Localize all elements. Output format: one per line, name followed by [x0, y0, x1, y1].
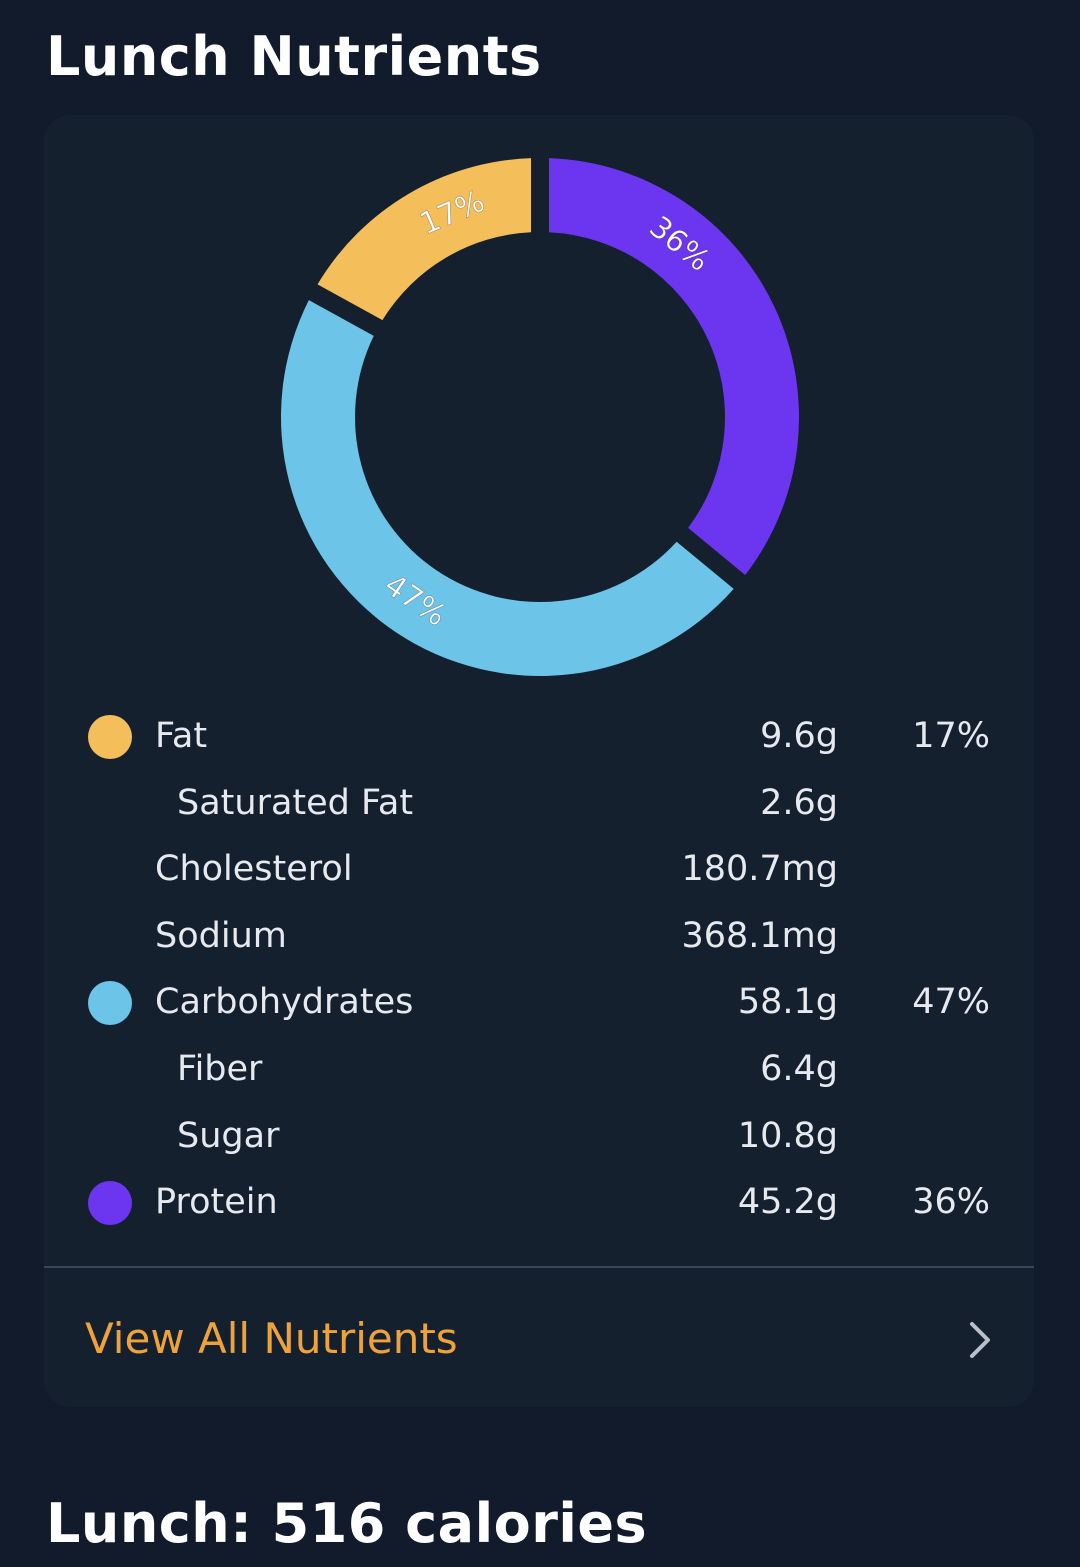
nutrient-amount: 6.4g	[760, 1048, 838, 1089]
nutrient-percent: 47%	[912, 982, 990, 1023]
nutrient-label: Fiber	[177, 1048, 263, 1089]
fat-color-dot	[88, 715, 132, 759]
donut-svg: 36%47%17%	[281, 158, 799, 676]
nutrient-label: Sugar	[177, 1115, 280, 1156]
chevron-right-icon	[966, 1320, 996, 1360]
nutrient-amount: 58.1g	[737, 982, 838, 1023]
macro-donut-chart: 36% 47% 17%	[280, 157, 800, 677]
nutrient-row-cholesterol: Cholesterol 180.7mg	[44, 836, 1034, 903]
nutrient-row-sugar: Sugar 10.8g	[44, 1103, 1034, 1170]
nutrient-row-sodium: Sodium 368.1mg	[44, 903, 1034, 970]
nutrient-label: Fat	[155, 716, 208, 756]
nutrient-row-protein: Protein 45.2g 36%	[44, 1169, 1034, 1236]
donut-slice-fat	[317, 158, 532, 321]
donut-slice-carbohydrates	[281, 300, 734, 676]
nutrient-label: Carbohydrates	[155, 982, 414, 1023]
page-title: Lunch Nutrients	[46, 25, 542, 88]
nutrient-label: Protein	[155, 1182, 278, 1223]
nutrient-label: Sodium	[155, 915, 287, 956]
nutrient-amount: 180.7mg	[681, 849, 838, 890]
nutrient-percent: 17%	[912, 716, 990, 756]
nutrient-label: Saturated Fat	[177, 782, 414, 823]
protein-color-dot	[88, 1181, 132, 1226]
nutrient-row-fiber: Fiber 6.4g	[44, 1036, 1034, 1103]
carbohydrates-color-dot	[88, 981, 132, 1026]
view-all-nutrients-button[interactable]: View All Nutrients	[44, 1268, 1034, 1407]
lunch-calories-title: Lunch: 516 calories	[46, 1492, 648, 1555]
divider	[44, 1266, 1034, 1268]
nutrient-amount: 45.2g	[737, 1182, 838, 1223]
nutrient-label: Cholesterol	[155, 849, 353, 890]
donut-slice-protein	[548, 158, 799, 576]
nutrient-row-fat: Fat 9.6g 17%	[44, 703, 1034, 770]
nutrients-card: 36% 47% 17% Fat 9.6g 17% Saturated Fat 2.6…	[44, 115, 1034, 1407]
nutrient-amount: 368.1mg	[681, 915, 838, 956]
nutrient-amount: 9.6g	[760, 716, 838, 756]
view-all-nutrients-label: View All Nutrients	[85, 1314, 458, 1363]
nutrient-amount: 2.6g	[760, 782, 838, 823]
nutrient-amount: 10.8g	[737, 1115, 838, 1156]
nutrient-list: Fat 9.6g 17% Saturated Fat 2.6g Choleste…	[44, 703, 1034, 1236]
nutrient-row-carbohydrates: Carbohydrates 58.1g 47%	[44, 969, 1034, 1036]
nutrient-percent: 36%	[912, 1182, 990, 1223]
nutrient-row-saturated-fat: Saturated Fat 2.6g	[44, 770, 1034, 837]
